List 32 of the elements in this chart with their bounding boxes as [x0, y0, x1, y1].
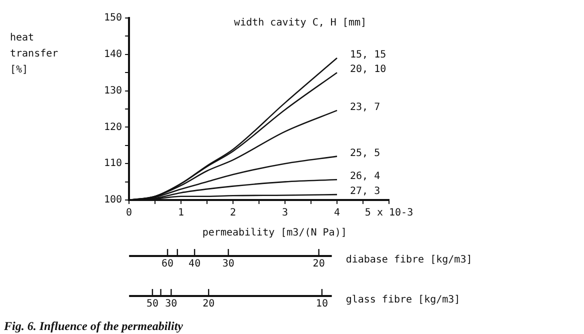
x-tick-label: 5 x 10-3 [364, 208, 414, 219]
y-tick-label: 140 [104, 48, 122, 60]
text: 60 [162, 258, 174, 270]
y-tick-label: 100 [104, 194, 122, 206]
text: 30 [165, 298, 178, 310]
series-label: 20, 10 [350, 64, 386, 76]
series-label: 15, 15 [350, 50, 386, 61]
x-axis-title: permeability [m3/(N Pa)] [202, 228, 347, 239]
text: 40 [188, 258, 201, 270]
text: 30 [222, 258, 234, 270]
legend-title: width cavity C, H [mm] [234, 18, 367, 29]
x-tick-label: 0 [126, 208, 132, 219]
series-label: 26, 4 [350, 171, 380, 182]
text: 50 [146, 298, 158, 310]
x-tick-label: 1 [178, 208, 184, 219]
text: 20 [202, 298, 215, 310]
caption: Fig. 6. Influence of the permeability [3, 319, 184, 334]
y-tick-label: 130 [104, 85, 122, 96]
text: glass fibre [kg/m3] [346, 294, 460, 306]
x-tick-label: 3 [282, 208, 288, 219]
x-tick-label: 2 [230, 208, 236, 219]
series-label: 27, 3 [350, 186, 380, 198]
text: 20 [312, 258, 325, 270]
y-axis-title: heat transfer [%] [10, 32, 58, 76]
y-tick-label: 110 [104, 158, 122, 170]
y-tick-label: 120 [104, 122, 122, 133]
series-label: 25, 5 [350, 148, 380, 159]
x-tick-label: 4 [334, 208, 340, 219]
y-tick-label: 150 [104, 12, 122, 24]
series-label: 23, 7 [350, 102, 380, 114]
text: 10 [316, 298, 328, 310]
text: diabase fibre [kg/m3] [346, 254, 472, 266]
